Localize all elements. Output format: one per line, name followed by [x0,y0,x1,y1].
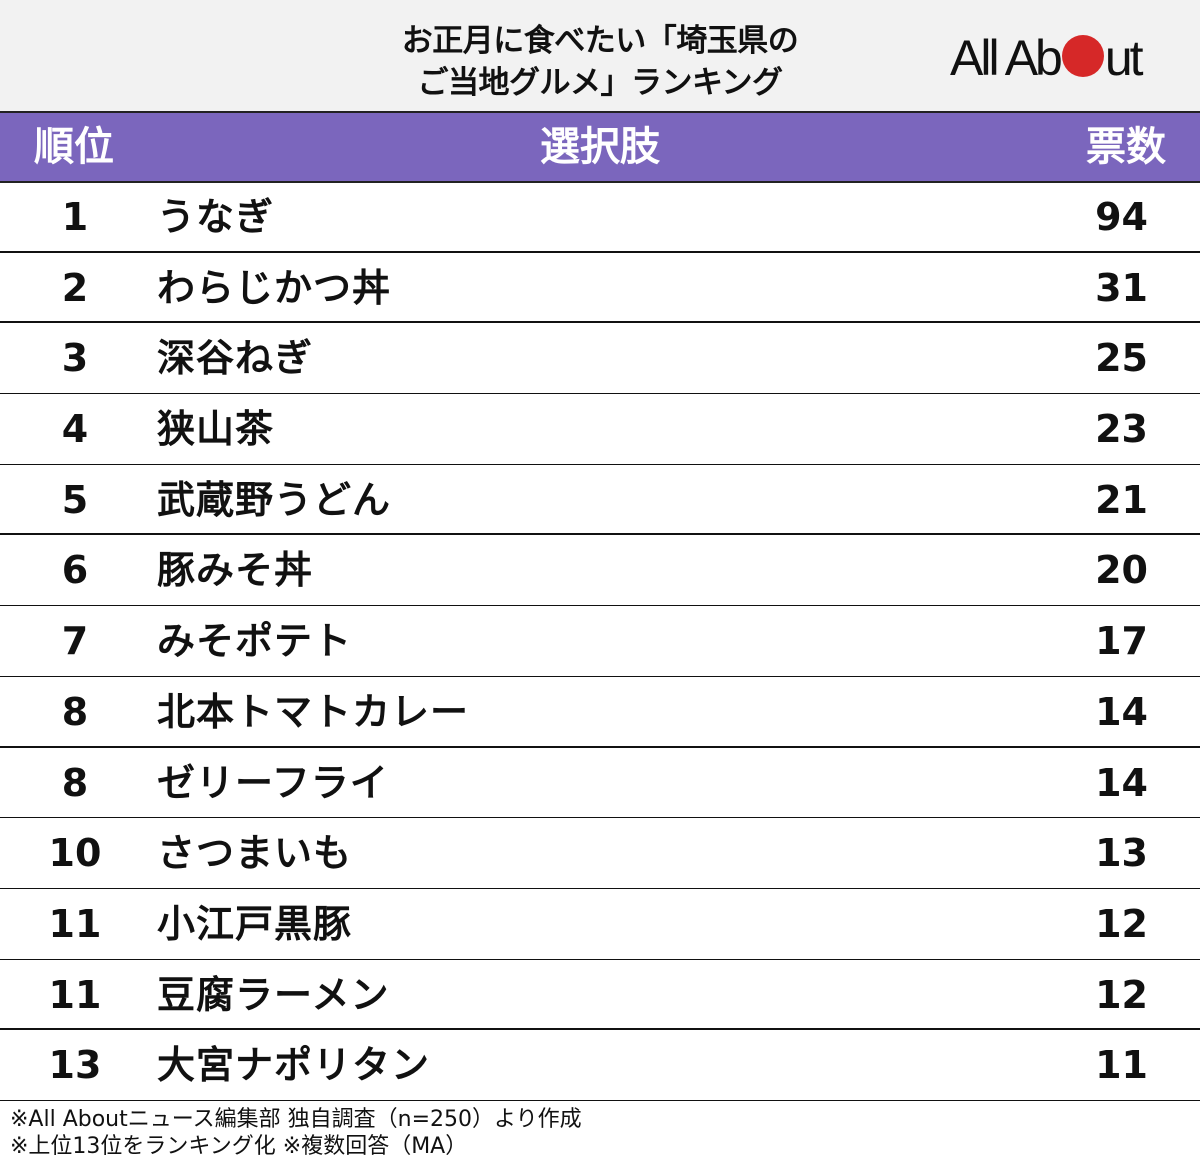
row-rank: 8 [61,689,89,734]
ranking-table: 1 うなぎ 94 2 わらじかつ丼 31 3 深谷ねぎ 25 4 狭山茶 2 3 … [0,182,1200,1101]
row-votes: 25 [1095,336,1148,381]
row-votes: 31 [1095,265,1148,310]
table-row: 1 うなぎ 94 [0,182,1200,253]
logo-text-right: ut [1104,30,1144,86]
table-header: 順位 選択肢 票数 [0,111,1200,183]
table-row: 10 さつまいも 13 [0,818,1200,889]
table-row: 6 豚みそ丼 20 [0,535,1200,607]
row-votes: 23 [1095,407,1148,452]
row-votes: 11 [1095,1043,1148,1088]
row-name: 武蔵野うどん [157,477,392,522]
row-votes: 12 [1095,901,1148,946]
row-name: さつまいも [157,831,353,876]
row-rank: 6 [61,548,89,593]
row-rank: 10 [48,831,102,876]
title-band: お正月に食べたい「埼玉県の ご当地グルメ」ランキング All Ab ut [0,0,1200,111]
row-votes: 12 [1095,972,1148,1017]
footnote-source: ※All Aboutニュース編集部 独自調査（n=250）より作成 [10,1107,582,1132]
row-rank: 1 [61,195,89,239]
row-rank: 8 [61,760,89,805]
footnotes: ※All Aboutニュース編集部 独自調査（n=250）より作成 ※上位13位… [10,1106,582,1160]
row-rank: 7 [61,619,89,664]
row-rank: 11 [48,901,102,946]
title-line-2: ご当地グルメ」ランキング [417,65,783,101]
row-rank: 11 [48,972,102,1017]
row-name: うなぎ [157,195,275,239]
row-rank: 4 [61,407,89,452]
row-name: 豚みそ丼 [157,548,314,593]
title-line-1: お正月に食べたい「埼玉県の [401,23,799,59]
row-rank: 3 [61,336,89,381]
row-rank: 13 [48,1043,102,1088]
table-row: 11 豆腐ラーメン 12 [0,960,1200,1031]
row-name: みそポテト [157,619,353,664]
allabout-logo: All Ab ut [950,30,1170,86]
row-name: 豆腐ラーメン [157,972,390,1017]
header-rank: 順位 [34,124,114,170]
table-row: 11 小江戸黒豚 12 [0,889,1200,960]
row-name: 狭山茶 [157,407,275,452]
table-row: 13 大宮ナポリタン 11 [0,1030,1200,1101]
table-row: 8 北本トマトカレー 14 [0,677,1200,748]
table-row: 3 深谷ねぎ 25 [0,323,1200,395]
header-choice: 選択肢 [540,124,660,170]
row-votes: 14 [1095,689,1148,734]
table-row: 7 みそポテト 17 [0,606,1200,677]
row-name: 小江戸黒豚 [157,901,353,946]
row-votes: 14 [1095,760,1148,805]
table-row: 5 武蔵野うどん 21 [0,465,1200,536]
page-title: お正月に食べたい「埼玉県の ご当地グルメ」ランキング [300,20,900,104]
row-rank: 5 [61,477,89,522]
row-name: 大宮ナポリタン [157,1043,431,1088]
row-name: わらじかつ丼 [157,265,392,310]
logo-red-dot-icon [1061,35,1104,77]
row-votes: 17 [1095,619,1148,664]
header-votes: 票数 [1086,124,1166,170]
table-row: 4 狭山茶 23 [0,394,1200,465]
table-row: 8 ゼリーフライ 14 [0,748,1200,819]
logo-text-left: All Ab [950,30,1063,86]
row-votes: 20 [1095,548,1148,593]
row-rank: 2 [61,265,89,310]
row-votes: 21 [1095,477,1148,522]
row-name: 深谷ねぎ [157,336,314,381]
row-votes: 94 [1095,195,1148,239]
row-name: ゼリーフライ [157,760,389,805]
table-row: 2 わらじかつ丼 31 [0,253,1200,324]
row-votes: 13 [1095,831,1148,876]
footnote-method: ※上位13位をランキング化 ※複数回答（MA） [10,1134,468,1159]
row-name: 北本トマトカレー [157,689,470,734]
